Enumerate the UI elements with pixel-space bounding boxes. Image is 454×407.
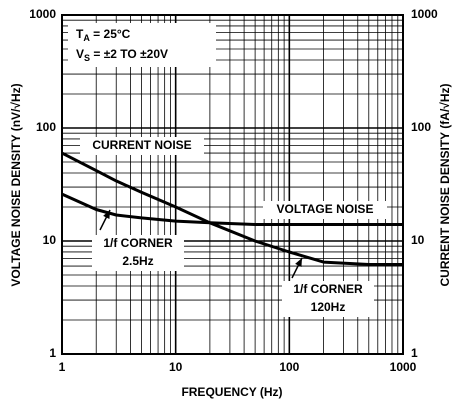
x-axis-label: FREQUENCY (Hz) — [181, 385, 282, 399]
series-label-bg — [80, 137, 204, 155]
y-tick-label: 1000 — [29, 7, 56, 21]
y-tick-label: 10 — [43, 233, 57, 247]
annotation-bg — [92, 235, 184, 271]
y2-axis-label: CURRENT NOISE DENSITY (fA/√Hz) — [438, 83, 452, 286]
annotation: 1/f CORNER — [293, 282, 363, 296]
y2-tick-label: 100 — [411, 120, 431, 134]
series-label: CURRENT NOISE — [92, 138, 191, 152]
plot-frame — [61, 14, 404, 355]
condition: VS = ±2 TO ±20V — [76, 47, 168, 63]
condition-sub: S — [84, 53, 90, 63]
series-label-bg — [263, 201, 387, 219]
y2-tick-label: 1000 — [411, 7, 438, 21]
annotation-bg — [282, 281, 374, 317]
y-axis-label: VOLTAGE NOISE DENSITY (nV/√Hz) — [9, 83, 23, 286]
y2-tick-label: 1 — [411, 346, 418, 360]
condition-symbol: V — [76, 47, 84, 61]
condition-symbol: T — [76, 27, 84, 41]
x-tick-label: 100 — [279, 360, 299, 374]
annotation-arrowhead — [103, 210, 110, 219]
condition-text: = ±2 TO ±20V — [90, 47, 168, 61]
y-tick-label: 1 — [49, 346, 56, 360]
conditions-box — [68, 23, 216, 67]
x-tick-label: 1 — [59, 360, 66, 374]
condition: TA = 25°C — [76, 27, 131, 43]
x-tick-label: 10 — [169, 360, 183, 374]
annotation: 2.5Hz — [122, 254, 153, 268]
condition-text: = 25°C — [90, 27, 131, 41]
series-label: VOLTAGE NOISE — [277, 202, 374, 216]
annotation: 1/f CORNER — [103, 236, 173, 250]
annotation-arrowhead — [295, 258, 302, 267]
condition-sub: A — [83, 33, 90, 43]
x-tick-label: 1000 — [390, 360, 417, 374]
annotation: 120Hz — [311, 300, 346, 314]
y-tick-label: 100 — [36, 120, 56, 134]
y2-tick-label: 10 — [411, 233, 425, 247]
series-line — [61, 151, 403, 266]
